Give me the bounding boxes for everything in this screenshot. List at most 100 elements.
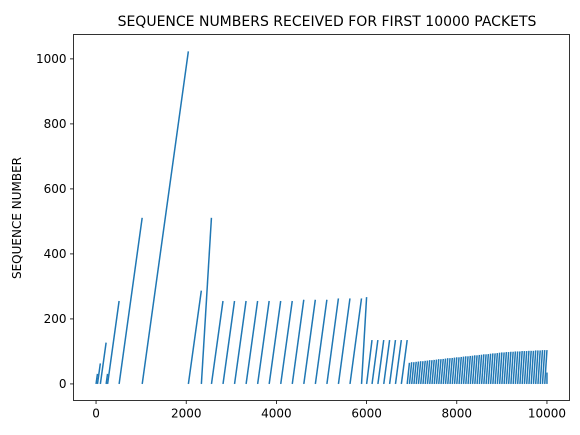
series-line-segment [187,290,203,385]
series-line-segment [476,354,481,384]
x-tick-label: 0 [92,407,100,421]
series-line-segment [503,352,508,384]
series-line-segment [541,350,546,384]
series-line-segment [96,363,102,385]
series-line-segment [534,350,539,384]
series-line-segment [487,353,492,384]
x-tick-label: 6000 [351,407,382,421]
plot-area [73,34,570,401]
series-line-segment [460,356,465,384]
series-line-segment [400,339,408,385]
series-line-segment [512,351,517,384]
series-line-segment [314,299,328,385]
x-tick-label: 10000 [528,407,566,421]
series-line-segment [507,351,512,384]
series-line-segment [489,353,494,384]
series-line-segment [438,359,442,384]
series-line-segment [505,352,510,384]
series-line-segment [516,351,521,384]
series-line-segment [492,353,496,384]
series-line-segment [279,300,293,385]
series-line-segment [530,350,535,384]
series-line-segment [458,356,463,384]
series-line-segment [383,339,391,385]
series-line-segment [424,360,429,384]
plot-frame [73,34,570,401]
series-line-segment [483,354,487,384]
series-line-segment [462,356,467,384]
series-line-segment [233,300,247,385]
series-line-segment [326,298,340,385]
series-line-segment [523,351,528,384]
series-line-segment [99,342,107,385]
series-line-segment [485,353,490,384]
y-tick-label: 0 [59,377,67,391]
y-tick-label: 400 [44,247,67,261]
series-line-segment [95,373,99,385]
series-line-segment [435,359,440,384]
series-line-segment [440,358,444,384]
series-line-segment [210,300,224,385]
series-line-segment [467,355,472,384]
series-line-segment [303,299,317,385]
series-line-segment [521,351,526,384]
series-line-segment [106,300,120,385]
series-line-segment [422,360,426,384]
series-line-segment [465,356,469,384]
series-line-segment [426,360,431,384]
series-line-segment [532,350,537,384]
series-line-segment [365,339,373,385]
series-line-segment [141,51,190,385]
series-line-segment [453,357,458,384]
series-line-segment [429,360,433,384]
series-line-segment [200,217,213,384]
series-line-segment [539,350,544,384]
series-line-segment [501,352,505,384]
series-line-segment [449,357,454,384]
series-line-group [95,51,548,385]
y-tick-label: 800 [44,117,67,131]
y-tick-label: 600 [44,182,67,196]
series-line-segment [377,339,385,385]
series-line-segment [544,350,548,384]
series-line-segment [388,339,397,385]
series-line-segment [496,352,501,384]
series-line-segment [433,359,438,384]
series-line-segment [413,361,417,384]
series-line-segment [469,355,474,384]
series-line-segment [525,350,530,384]
series-line-segment [444,358,449,384]
x-tick-label: 8000 [441,407,472,421]
series-line-segment [415,361,420,384]
series-line-segment [222,300,236,385]
series-line-segment [245,300,259,385]
series-line-segment [478,354,483,384]
series-line-segment [408,362,413,384]
series-line-segment [494,352,499,384]
series-line-segment [337,298,351,385]
series-line-segment [360,297,368,384]
x-tick-label: 2000 [171,407,202,421]
series-line-segment [537,350,541,384]
chart-title: SEQUENCE NUMBERS RECEIVED FOR FIRST 1000… [118,14,537,30]
series-line-segment [410,362,415,384]
series-line-segment [456,357,460,384]
series-line-segment [480,354,485,384]
series-line-segment [417,361,422,384]
y-tick-label: 200 [44,312,67,326]
series-line-segment [406,362,411,384]
series-line-segment [118,217,143,385]
series-line-segment [349,298,363,385]
series-line-segment [420,361,424,384]
y-tick-label: 1000 [36,52,67,66]
series-line-segment [105,373,109,385]
x-tick-label: 4000 [261,407,292,421]
series-line-segment [268,300,282,385]
series-line-segment [447,358,451,384]
series-line-segment [291,299,305,385]
series-line-segment [519,351,523,384]
series-line-segment [442,358,447,384]
series-line-segment [431,359,435,384]
y-axis: 0 200 400 600 800 1000 [36,52,74,391]
